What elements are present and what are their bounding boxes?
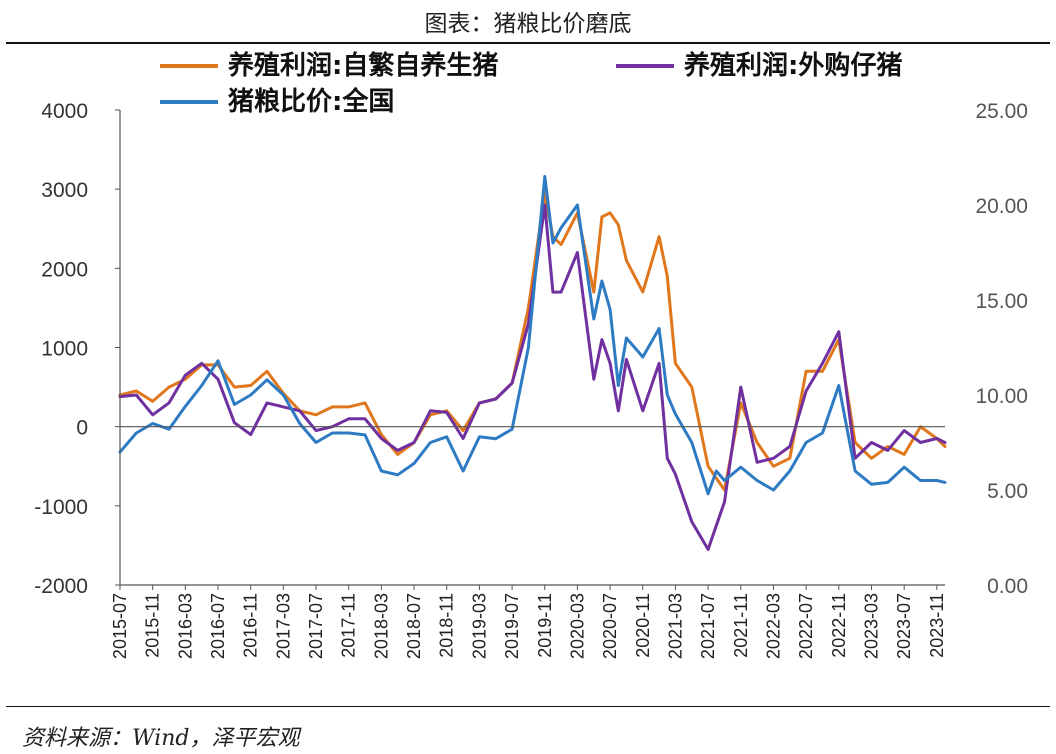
- x-tick-label: 2021-07: [698, 593, 718, 659]
- series-group: [118, 203, 947, 551]
- legend-label: 养殖利润:外购仔猪: [683, 50, 902, 81]
- x-tick-label: 2016-11: [241, 593, 261, 658]
- chart-title: 图表：猪粮比价磨底: [424, 11, 632, 37]
- top-rule: [6, 42, 1050, 44]
- x-tick-label: 2017-11: [339, 593, 359, 658]
- x-tick-label: 2021-03: [665, 593, 685, 659]
- y-left-tick-label: -2000: [34, 575, 88, 598]
- x-tick-label: 2021-11: [731, 593, 751, 658]
- x-tick-label: 2022-07: [796, 593, 816, 659]
- y-left-tick-label: 2000: [41, 258, 88, 281]
- source-note: 资料来源：Wind，泽平宏观: [22, 726, 300, 751]
- series-line: [118, 175, 947, 496]
- y-left-tick-label: 3000: [41, 179, 88, 202]
- y-left-tick-label: 1000: [41, 338, 88, 361]
- series-group: [118, 175, 947, 496]
- series-line: [118, 203, 947, 551]
- series-group: [118, 191, 947, 492]
- x-tick-label: 2020-11: [633, 593, 653, 658]
- x-tick-label: 2015-11: [143, 593, 163, 658]
- x-tick-label: 2016-07: [208, 593, 228, 659]
- y-right-tick-label: 20.00: [975, 195, 1028, 218]
- line-chart: 4000 3000 2000 1000 0 -1000 -2000 25.00 20.00 15.…: [34, 50, 1028, 659]
- x-tick-label: 2018-07: [404, 593, 424, 659]
- x-tick-label: 2019-11: [535, 593, 555, 658]
- x-tick-label: 2018-11: [437, 593, 457, 658]
- x-tick-label: 2018-03: [371, 593, 391, 659]
- y-left-tick-label: 4000: [41, 100, 88, 123]
- x-tick-label: 2020-03: [567, 593, 587, 659]
- x-tick-label: 2023-03: [861, 593, 881, 659]
- y-left-tick-label: 0: [76, 417, 88, 440]
- x-tick-label: 2020-07: [600, 593, 620, 659]
- legend-label: 养殖利润:自繁自养生猪: [227, 50, 498, 81]
- y-right-tick-label: 0.00: [987, 575, 1028, 598]
- y-right-tick-label: 25.00: [975, 100, 1028, 123]
- x-tick-label: 2017-07: [306, 593, 326, 659]
- x-tick-label: 2022-11: [829, 593, 849, 658]
- x-tick-label: 2023-07: [894, 593, 914, 659]
- series-line: [118, 191, 947, 492]
- x-tick-label: 2023-11: [927, 593, 947, 658]
- y-right-tick-label: 10.00: [975, 385, 1028, 408]
- bottom-rule: [6, 706, 1050, 707]
- x-tick-label: 2019-03: [469, 593, 489, 659]
- x-tick-label: 2022-03: [763, 593, 783, 659]
- y-right-tick-label: 15.00: [975, 290, 1028, 313]
- legend-label: 猪粮比价:全国: [228, 86, 394, 117]
- x-tick-label: 2019-07: [502, 593, 522, 659]
- x-tick-label: 2016-03: [175, 593, 195, 659]
- y-left-tick-label: -1000: [34, 496, 88, 519]
- x-tick-label: 2017-03: [273, 593, 293, 659]
- x-tick-label: 2015-07: [110, 593, 130, 659]
- y-right-tick-label: 5.00: [987, 480, 1028, 503]
